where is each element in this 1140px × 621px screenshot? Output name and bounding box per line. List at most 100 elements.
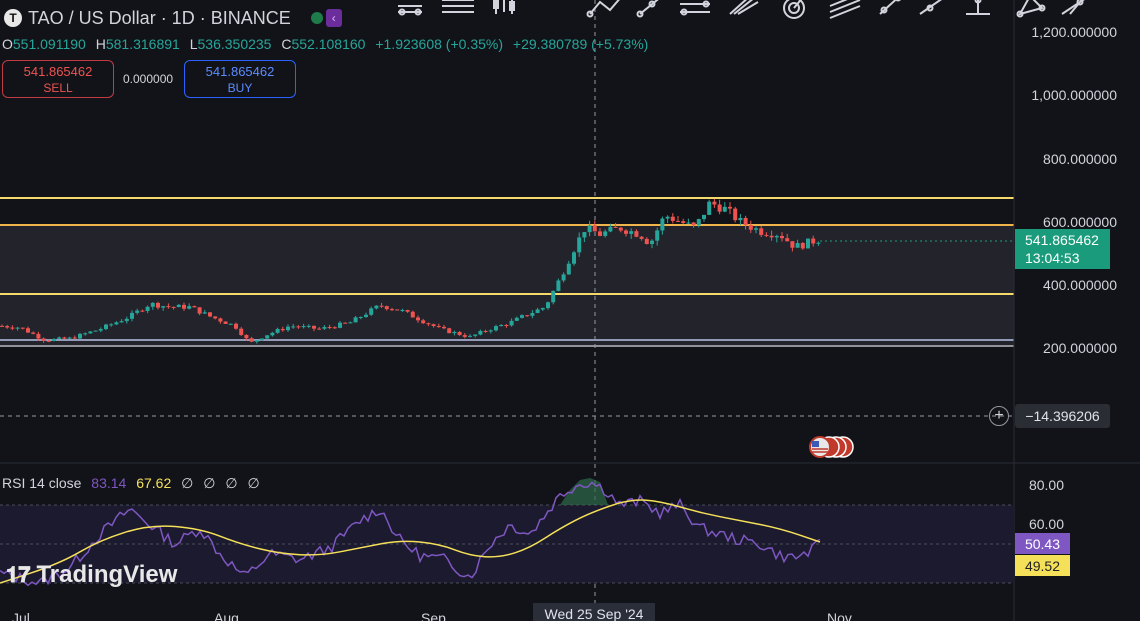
candle[interactable] (769, 235, 774, 238)
candle[interactable] (187, 306, 192, 309)
shape-icon[interactable] (1016, 0, 1046, 18)
candle[interactable] (582, 232, 587, 238)
candle[interactable] (348, 322, 353, 324)
candle[interactable] (67, 337, 72, 339)
candle[interactable] (364, 314, 368, 317)
candle[interactable] (712, 201, 717, 205)
candle[interactable] (254, 340, 259, 342)
candle[interactable] (338, 322, 342, 328)
candle[interactable] (416, 317, 420, 321)
candle[interactable] (312, 325, 316, 329)
candle[interactable] (509, 320, 514, 326)
candle[interactable] (816, 242, 821, 244)
candle[interactable] (213, 316, 218, 319)
candle[interactable] (639, 236, 644, 239)
candle[interactable] (728, 206, 732, 209)
candle[interactable] (410, 311, 415, 318)
candle[interactable] (182, 304, 186, 309)
candle[interactable] (26, 328, 30, 333)
candle[interactable] (556, 280, 561, 291)
add-alert-icon[interactable]: + (989, 406, 1009, 426)
candle[interactable] (717, 204, 722, 212)
candle[interactable] (686, 222, 691, 224)
anchor-icon[interactable] (966, 0, 990, 15)
candle[interactable] (176, 304, 181, 308)
candle[interactable] (88, 331, 93, 334)
candle[interactable] (650, 240, 654, 244)
economic-events-icon[interactable] (809, 436, 854, 458)
candle[interactable] (514, 317, 519, 321)
candle[interactable] (644, 238, 649, 244)
candle[interactable] (208, 312, 212, 317)
candle[interactable] (494, 326, 498, 331)
rsi-ma-line[interactable] (0, 499, 821, 584)
candle[interactable] (52, 338, 56, 341)
candle[interactable] (197, 307, 202, 314)
candle[interactable] (161, 306, 166, 308)
candle[interactable] (275, 328, 280, 333)
sell-button[interactable]: 541.865462 SELL (2, 60, 114, 98)
candle[interactable] (608, 226, 613, 232)
gann-icon[interactable] (783, 0, 805, 19)
candle[interactable] (291, 326, 296, 328)
candle[interactable] (452, 331, 457, 334)
candle[interactable] (431, 324, 436, 327)
candle[interactable] (62, 337, 67, 339)
candle[interactable] (733, 208, 738, 221)
candle[interactable] (561, 274, 566, 281)
candle[interactable] (234, 323, 238, 329)
candle[interactable] (540, 308, 545, 310)
candle[interactable] (358, 316, 363, 318)
candle[interactable] (41, 338, 46, 341)
candle[interactable] (395, 309, 400, 311)
candle[interactable] (384, 306, 389, 310)
candle[interactable] (457, 331, 462, 336)
arrow-icon[interactable] (919, 0, 946, 15)
candle[interactable] (670, 216, 675, 221)
candle[interactable] (738, 217, 743, 221)
candle[interactable] (98, 329, 103, 331)
extended-line-icon[interactable] (1061, 0, 1092, 15)
candle[interactable] (691, 222, 696, 226)
candle[interactable] (130, 312, 134, 319)
candle[interactable] (223, 321, 228, 324)
candle[interactable] (655, 230, 660, 241)
candle[interactable] (634, 231, 639, 237)
candle[interactable] (436, 326, 441, 328)
candle[interactable] (78, 333, 82, 339)
candle[interactable] (202, 312, 207, 314)
candle[interactable] (421, 320, 426, 324)
candle[interactable] (239, 328, 244, 335)
candle[interactable] (566, 263, 571, 275)
candle[interactable] (525, 315, 530, 317)
candle[interactable] (0, 325, 4, 327)
candle[interactable] (665, 216, 670, 219)
candle[interactable] (280, 328, 285, 331)
candle[interactable] (483, 331, 488, 333)
candle[interactable] (327, 327, 332, 329)
pitchfork-icon[interactable] (879, 0, 902, 15)
brush-icon[interactable] (729, 0, 759, 15)
candle[interactable] (748, 225, 753, 230)
candle[interactable] (109, 324, 114, 326)
candle[interactable] (317, 328, 322, 330)
candle[interactable] (265, 335, 270, 339)
candle[interactable] (795, 243, 800, 248)
candle[interactable] (473, 334, 478, 336)
candle[interactable] (696, 219, 701, 226)
candle[interactable] (603, 231, 608, 236)
candle[interactable] (660, 218, 665, 231)
candle[interactable] (598, 231, 602, 236)
candle[interactable] (166, 306, 171, 308)
candle[interactable] (806, 238, 810, 249)
candle[interactable] (478, 331, 483, 335)
candle[interactable] (36, 333, 41, 339)
candle[interactable] (504, 325, 509, 327)
candle[interactable] (353, 317, 358, 323)
candle[interactable] (192, 306, 197, 308)
candle[interactable] (301, 326, 306, 328)
candle[interactable] (46, 340, 51, 342)
candle[interactable] (135, 310, 140, 313)
